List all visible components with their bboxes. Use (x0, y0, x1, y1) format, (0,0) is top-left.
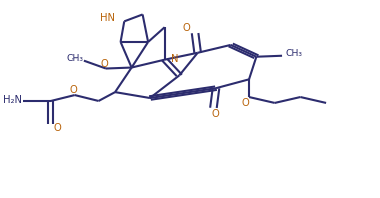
Text: O: O (182, 23, 190, 33)
Text: methoxy: methoxy (71, 58, 78, 59)
Text: CH₃: CH₃ (67, 54, 84, 63)
Text: O: O (69, 85, 77, 95)
Text: H₂N: H₂N (3, 95, 22, 105)
Text: N: N (171, 54, 179, 64)
Text: O: O (54, 123, 61, 132)
Text: HN: HN (100, 13, 115, 23)
Text: O: O (241, 98, 249, 108)
Text: O: O (100, 59, 108, 69)
Text: O: O (211, 109, 219, 119)
Text: CH₃: CH₃ (286, 49, 303, 58)
